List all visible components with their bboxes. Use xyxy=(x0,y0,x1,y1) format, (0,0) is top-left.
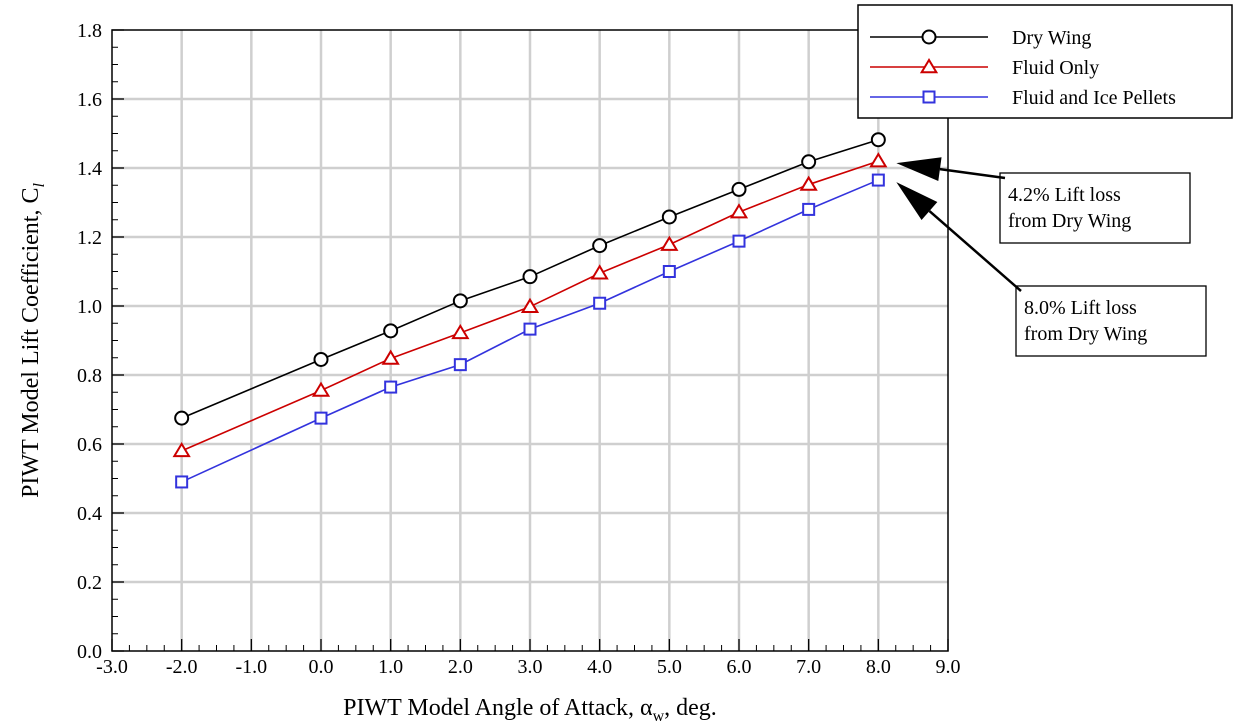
x-tick-label: 5.0 xyxy=(657,656,682,678)
data-point-fluid-only xyxy=(381,349,400,365)
x-axis-title: PIWT Model Angle of Attack, αw, deg. xyxy=(343,695,717,725)
legend-marker-fluid-only xyxy=(919,58,939,74)
data-point-fluid-and-ice-pellets xyxy=(314,411,328,425)
data-point-fluid-only xyxy=(172,441,191,458)
x-tick-label: 4.0 xyxy=(587,656,612,678)
y-tick-label: 1.6 xyxy=(77,89,102,111)
data-point-fluid-only xyxy=(660,235,679,251)
data-point-fluid-and-ice-pellets xyxy=(802,202,816,216)
x-tick-label: -2.0 xyxy=(166,656,198,678)
legend-label-dry-wing: Dry Wing xyxy=(1012,27,1091,49)
annotation-1: 4.2% Lift loss from Dry Wing xyxy=(896,157,1191,244)
legend-label-fluid-and-ice-pellets: Fluid and Ice Pellets xyxy=(1012,87,1176,109)
annotation-text: from Dry Wing xyxy=(1024,323,1147,345)
annotation-box xyxy=(999,172,1191,244)
y-tick-label: 0.4 xyxy=(77,503,102,525)
legend: Dry Wing Fluid Only Fluid and Ice Pellets xyxy=(857,4,1233,119)
data-point-fluid-only xyxy=(799,175,818,191)
y-tick-label: 0.2 xyxy=(77,572,102,594)
data-point-dry-wing xyxy=(174,410,190,426)
y-axis-title: PIWT Model Lift Coefficient, Cl xyxy=(18,183,48,498)
data-point-fluid-only xyxy=(869,152,888,168)
x-tick-label: 1.0 xyxy=(378,656,403,678)
series-line-fluid-only xyxy=(181,160,879,452)
y-tick-label: 1.2 xyxy=(77,227,102,249)
x-axis-title-main: PIWT Model Angle of Attack, α xyxy=(343,695,653,721)
x-tick-label: 9.0 xyxy=(936,656,961,678)
x-tick-label: 6.0 xyxy=(727,656,752,678)
x-tick-label: 7.0 xyxy=(796,656,821,678)
data-point-dry-wing xyxy=(522,269,538,285)
data-point-dry-wing xyxy=(731,181,747,197)
annotation-text: from Dry Wing xyxy=(1008,210,1131,232)
x-tick-label: 0.0 xyxy=(309,656,334,678)
data-point-fluid-only xyxy=(311,381,331,397)
legend-box xyxy=(857,4,1233,119)
data-point-fluid-only xyxy=(520,297,540,313)
legend-marker-fluid-and-ice-pellets xyxy=(922,90,936,104)
annotation-text: 8.0% Lift loss xyxy=(1024,297,1137,319)
data-point-fluid-and-ice-pellets xyxy=(593,296,607,310)
data-point-fluid-and-ice-pellets xyxy=(175,475,189,489)
data-point-fluid-and-ice-pellets xyxy=(453,358,467,372)
annotation-text: 4.2% Lift loss xyxy=(1008,184,1121,206)
y-tick-label: 0.8 xyxy=(77,365,102,387)
axis-ticks: -3.0 -2.0 -1.0 0.0 1.0 2.0 3.0 4.0 5.0 6.0 7.0 8.0 9… xyxy=(77,20,961,678)
y-tick-label: 1.0 xyxy=(77,296,102,318)
y-axis-title-main: PIWT Model Lift Coefficient, C xyxy=(18,188,44,498)
x-tick-label: -3.0 xyxy=(96,656,128,678)
series-line-fluid-and-ice-pellets xyxy=(181,179,879,483)
x-tick-label: 8.0 xyxy=(866,656,891,678)
y-tick-label: 1.4 xyxy=(77,158,102,180)
x-axis-title-tail: , deg. xyxy=(664,695,717,721)
y-tick-label: 0.6 xyxy=(77,434,102,456)
grid-lines xyxy=(112,30,948,651)
legend-label-fluid-only: Fluid Only xyxy=(1012,57,1099,79)
annotation-box xyxy=(1015,285,1207,357)
legend-marker-dry-wing xyxy=(921,29,937,45)
y-tick-label: 1.8 xyxy=(77,20,102,42)
data-point-dry-wing xyxy=(661,209,677,225)
series-layer xyxy=(172,132,888,489)
annotation-2: 8.0% Lift loss from Dry Wing xyxy=(896,182,1207,357)
series-fluid-only xyxy=(172,152,888,458)
x-tick-label: 2.0 xyxy=(448,656,473,678)
data-point-fluid-and-ice-pellets xyxy=(384,380,398,394)
annotation-arrow-head xyxy=(896,182,938,221)
annotation-arrow-shaft xyxy=(928,210,1022,292)
data-point-dry-wing xyxy=(383,323,399,339)
data-point-fluid-and-ice-pellets xyxy=(871,173,885,187)
x-tick-label: -1.0 xyxy=(235,656,267,678)
series-line-dry-wing xyxy=(181,138,879,419)
plot-frame xyxy=(111,29,949,652)
data-point-fluid-only xyxy=(729,203,749,219)
data-point-fluid-only xyxy=(590,264,609,280)
y-tick-label: 0.0 xyxy=(77,641,102,663)
annotation-arrow-shaft xyxy=(939,167,1006,180)
data-point-dry-wing xyxy=(452,293,468,309)
series-dry-wing xyxy=(174,132,886,426)
data-point-fluid-only xyxy=(451,323,470,340)
x-tick-label: 3.0 xyxy=(518,656,543,678)
data-point-dry-wing xyxy=(592,238,608,254)
y-axis-title-subscript: l xyxy=(31,183,48,188)
data-point-dry-wing xyxy=(801,154,817,170)
x-axis-title-subscript: w xyxy=(653,708,665,725)
annotation-arrow-head xyxy=(896,157,942,181)
data-point-fluid-and-ice-pellets xyxy=(662,265,676,278)
series-fluid-and-ice-pellets xyxy=(175,173,885,489)
data-point-fluid-and-ice-pellets xyxy=(523,322,537,336)
data-point-fluid-and-ice-pellets xyxy=(732,234,746,248)
data-point-dry-wing xyxy=(313,351,329,367)
data-point-dry-wing xyxy=(870,132,886,148)
